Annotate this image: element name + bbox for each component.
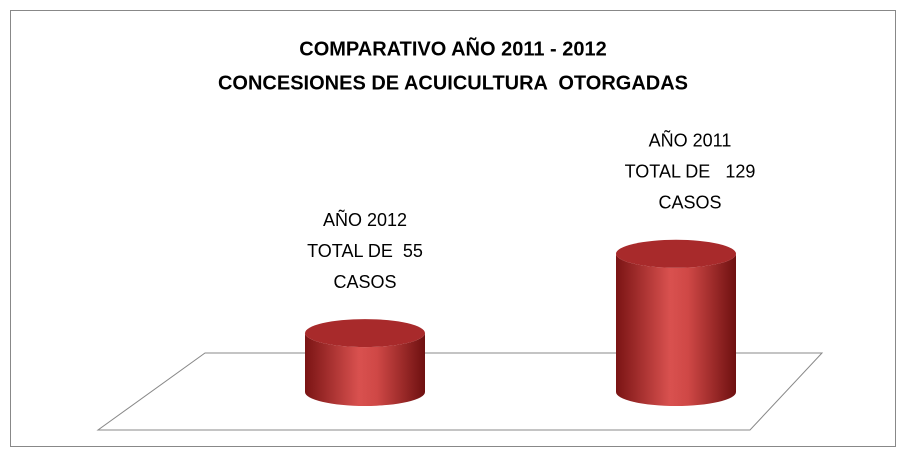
cylinder-bar: [305, 333, 425, 406]
data-label: TOTAL DE 55: [307, 241, 423, 261]
data-label: AÑO 2012: [323, 209, 407, 230]
chart-title: COMPARATIVO AÑO 2011 - 2012: [299, 37, 607, 60]
data-label: CASOS: [658, 193, 721, 213]
data-label: TOTAL DE 129: [625, 162, 756, 182]
cylinder-top: [305, 319, 425, 348]
cylinder-bar: [616, 253, 736, 406]
chart-title: CONCESIONES DE ACUICULTURA OTORGADAS: [218, 72, 688, 94]
data-label: CASOS: [333, 272, 396, 292]
data-label: AÑO 2011: [649, 130, 732, 151]
cylinder-top: [616, 239, 736, 268]
